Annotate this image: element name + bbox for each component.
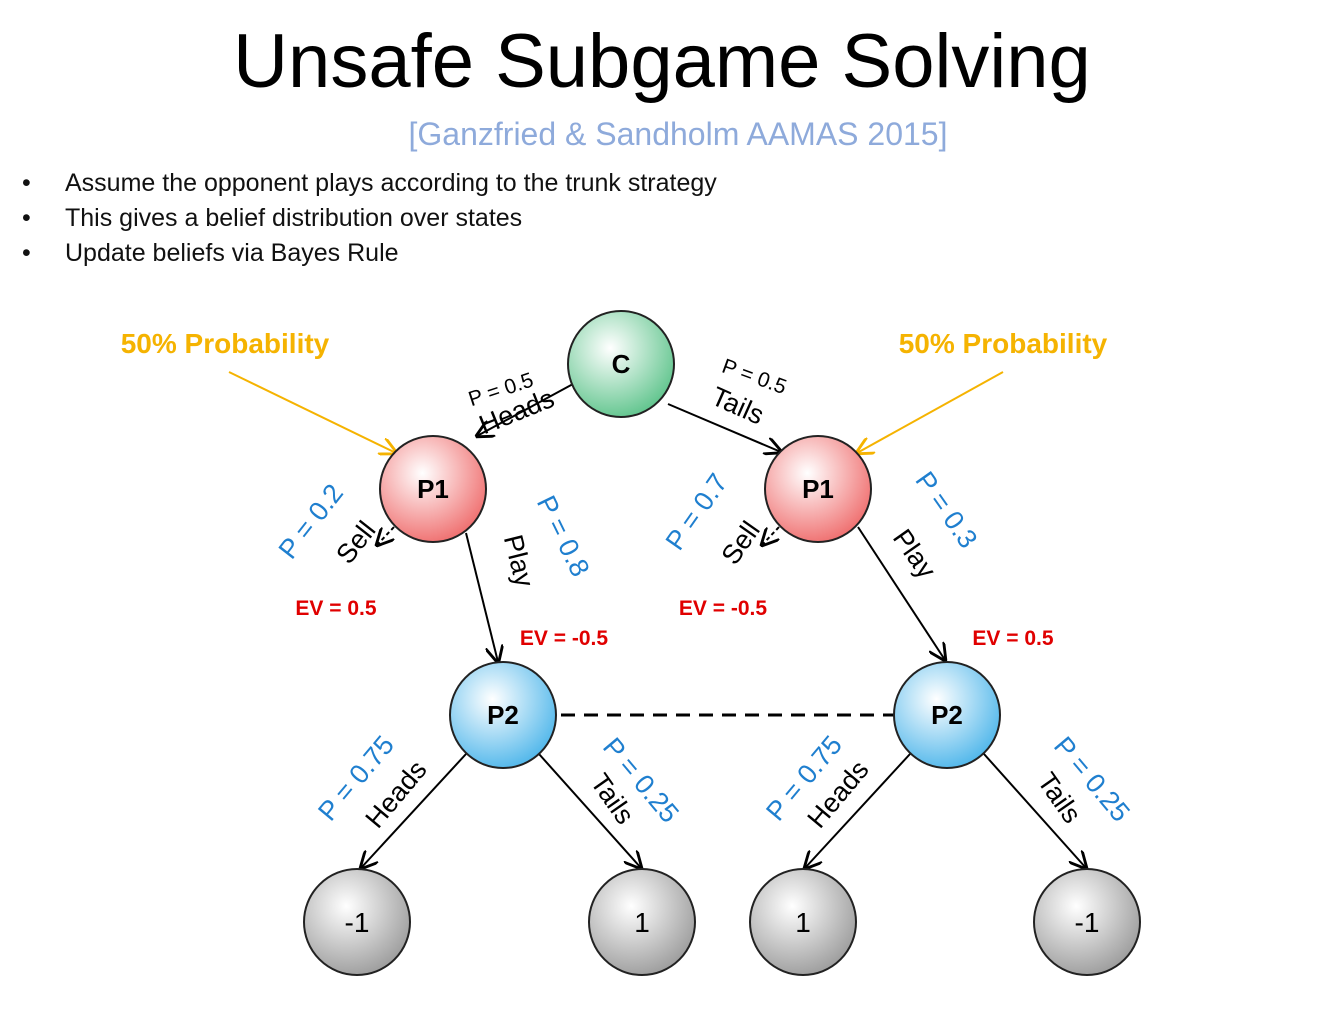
bullet-item: • Update beliefs via Bayes Rule bbox=[20, 236, 717, 271]
edge-p1-right-play bbox=[857, 526, 945, 660]
p1-right-node: P1 bbox=[764, 435, 872, 543]
p1-left-play-ev: EV = -0.5 bbox=[520, 627, 608, 650]
p1-left-node-label: P1 bbox=[417, 474, 449, 504]
p1-left-sell-action: Sell bbox=[330, 515, 381, 569]
p1-left-play-prob: P = 0.8 bbox=[531, 491, 596, 581]
p1-right-node-label: P1 bbox=[802, 474, 834, 504]
edge-p1-right-sell bbox=[762, 526, 780, 545]
edge-chance-tails bbox=[667, 403, 781, 452]
citation-subtitle: [Ganzfried & Sandholm AAMAS 2015] bbox=[408, 116, 948, 152]
p1-left-play-action: Play bbox=[498, 532, 540, 591]
bullet-text: Assume the opponent plays according to t… bbox=[65, 169, 717, 197]
edge-p1-left-play bbox=[465, 532, 498, 662]
edge-p2-right-tails bbox=[983, 753, 1086, 868]
edge-chance-heads bbox=[477, 383, 574, 436]
p1-right-sell-ev: EV = -0.5 bbox=[679, 597, 767, 620]
p1-right-play-ev: EV = 0.5 bbox=[972, 627, 1053, 650]
leaf-node-label: -1 bbox=[1075, 907, 1100, 938]
chance-node-label: C bbox=[612, 349, 631, 379]
leaf-node-label: 1 bbox=[795, 907, 811, 938]
leaf-node: 1 bbox=[749, 868, 857, 976]
bullet-dot-icon: • bbox=[22, 204, 31, 232]
p1-left-node: P1 bbox=[379, 435, 487, 543]
p2-right-node: P2 bbox=[893, 661, 1001, 769]
leaf-node: 1 bbox=[588, 868, 696, 976]
leaf-node: -1 bbox=[1033, 868, 1141, 976]
p1-right-sell-action: Sell bbox=[715, 516, 765, 570]
annotation-arrow-right bbox=[857, 371, 1004, 453]
annotation-right: 50% Probability bbox=[899, 328, 1108, 359]
slide-title: Unsafe Subgame Solving bbox=[233, 19, 1091, 104]
bullet-dot-icon: • bbox=[22, 169, 31, 197]
chance-node: C bbox=[567, 310, 675, 418]
bullet-text: Update beliefs via Bayes Rule bbox=[65, 239, 399, 267]
bullet-item: • This gives a belief distribution over s… bbox=[20, 201, 717, 236]
p2-right-node-label: P2 bbox=[931, 700, 963, 730]
leaf-node-label: -1 bbox=[345, 907, 370, 938]
bullet-item: • Assume the opponent plays according to … bbox=[20, 166, 717, 201]
p1-left-sell-ev: EV = 0.5 bbox=[295, 597, 376, 620]
edge-p2-left-heads bbox=[361, 753, 467, 868]
bullet-list: • Assume the opponent plays according to … bbox=[20, 166, 717, 271]
annotation-left: 50% Probability bbox=[121, 328, 330, 359]
annotation-arrow-left bbox=[228, 371, 396, 453]
p1-right-play-action: Play bbox=[887, 524, 942, 585]
leaf-node: -1 bbox=[303, 868, 411, 976]
bullet-dot-icon: • bbox=[22, 239, 31, 267]
p2-left-node: P2 bbox=[449, 661, 557, 769]
leaf-node-label: 1 bbox=[634, 907, 650, 938]
edge-p2-right-heads bbox=[805, 753, 911, 868]
p2-left-node-label: P2 bbox=[487, 700, 519, 730]
edge-p2-left-tails bbox=[538, 753, 641, 868]
bullet-text: This gives a belief distribution over st… bbox=[65, 204, 523, 232]
